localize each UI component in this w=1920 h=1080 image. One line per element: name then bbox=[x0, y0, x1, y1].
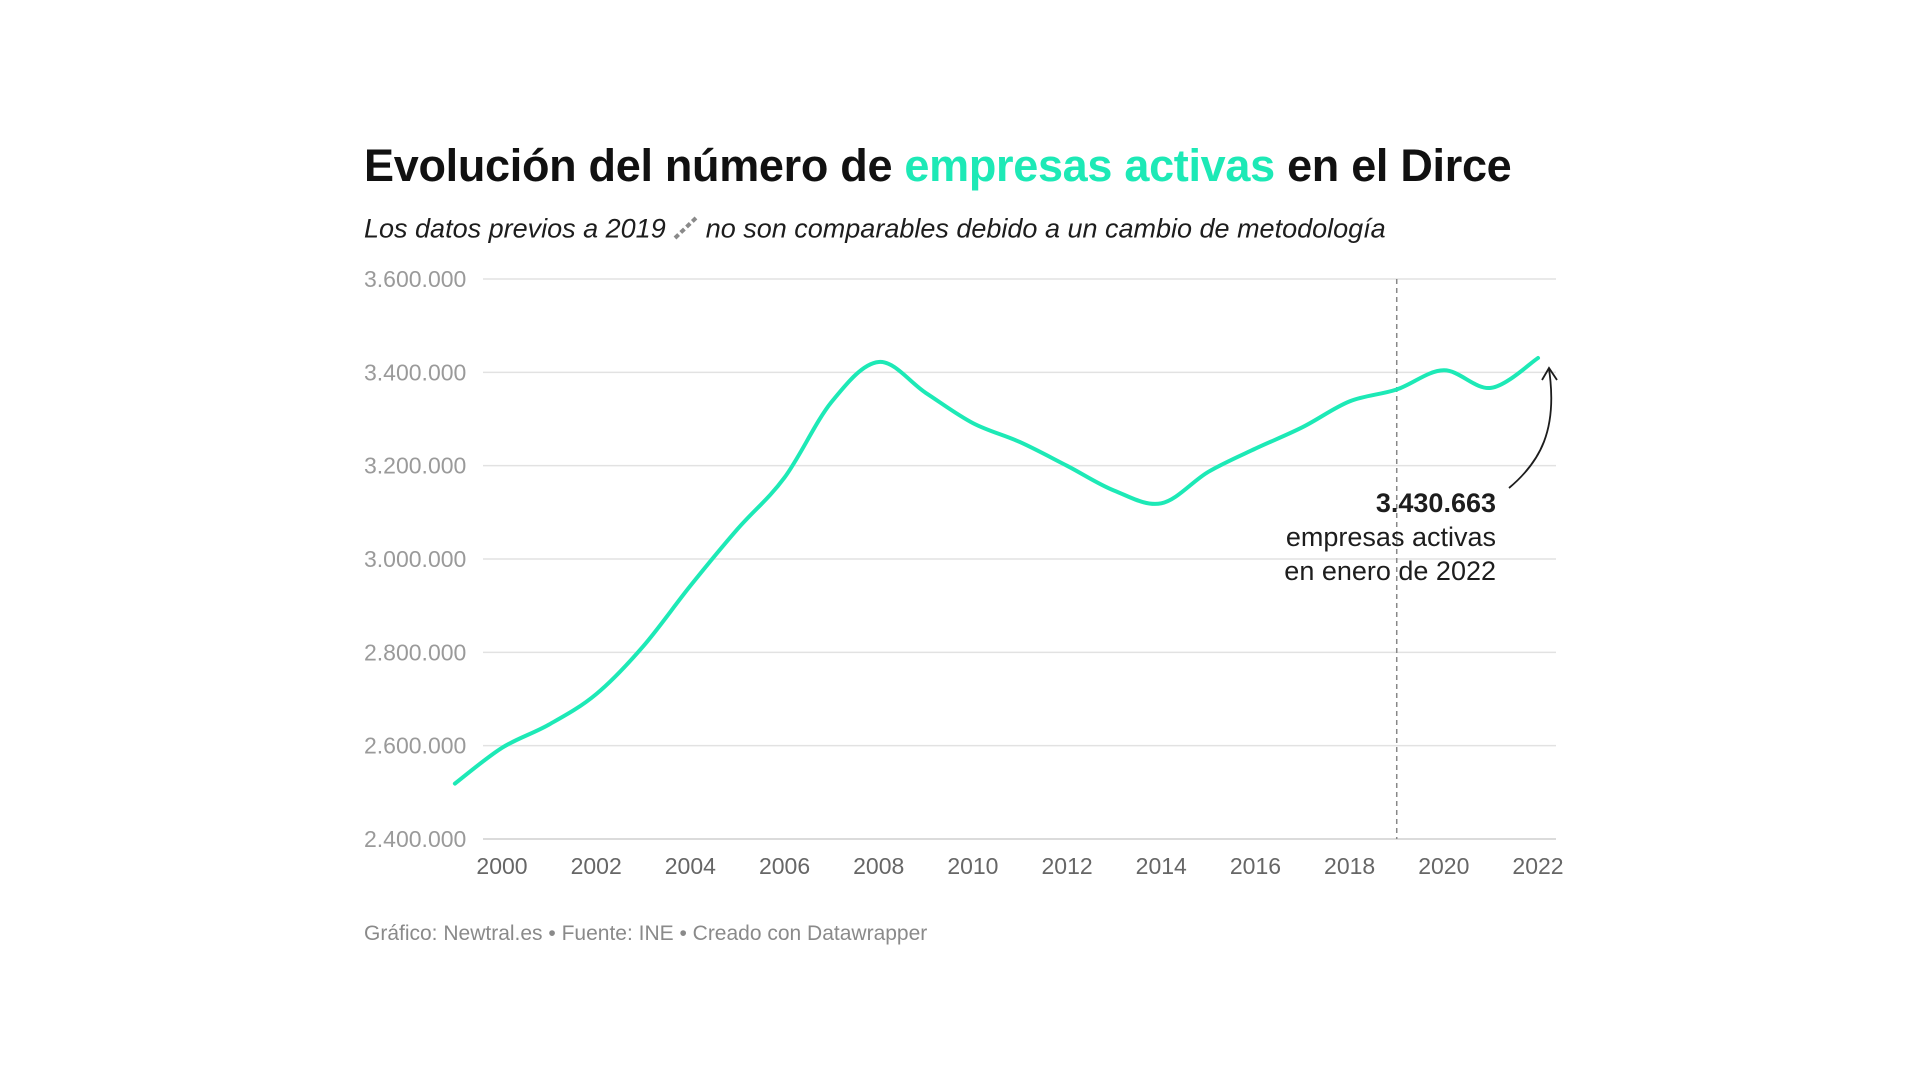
chart-footer: Gráfico: Newtral.es • Fuente: INE • Crea… bbox=[364, 922, 928, 945]
y-tick-label: 2.800.000 bbox=[364, 639, 466, 665]
title-highlight: empresas activas bbox=[904, 140, 1275, 191]
x-tick-label: 2020 bbox=[1418, 853, 1469, 879]
series-line-empresas-activas bbox=[452, 356, 1540, 786]
chart-title: Evolución del número de empresas activas… bbox=[364, 140, 1512, 192]
y-tick-label: 2.600.000 bbox=[364, 733, 466, 759]
annotation-value: 3.430.663 bbox=[1376, 488, 1496, 518]
annotation-line2: en enero de 2022 bbox=[1284, 556, 1496, 586]
grid-layer: 2.400.000 2.600.000 2.800.000 3.000.000 3.20… bbox=[364, 266, 1556, 852]
axis-layer: 2000 2002 2004 2006 2008 2010 2012 2014 2016 2018… bbox=[476, 853, 1563, 879]
y-tick-label: 3.200.000 bbox=[364, 453, 466, 479]
y-tick-label: 2.400.000 bbox=[364, 826, 466, 852]
x-tick-label: 2014 bbox=[1136, 853, 1187, 879]
subtitle-part2: no son comparables debido a un cambio de… bbox=[705, 213, 1386, 244]
title-part1: Evolución del número de bbox=[364, 140, 893, 191]
subtitle-part1: Los datos previos a 2019 bbox=[364, 213, 666, 244]
x-tick-label: 2010 bbox=[947, 853, 998, 879]
title-part2: en el Dirce bbox=[1287, 140, 1512, 191]
x-tick-label: 2006 bbox=[759, 853, 810, 879]
annotation-arrowhead bbox=[1541, 366, 1558, 381]
annotation-line1: empresas activas bbox=[1286, 522, 1496, 552]
series-layer bbox=[452, 356, 1540, 786]
x-tick-label: 2018 bbox=[1324, 853, 1375, 879]
dashed-line-legend-icon bbox=[672, 213, 700, 248]
x-tick-label: 2002 bbox=[571, 853, 622, 879]
annotation-arrow bbox=[1508, 368, 1553, 489]
x-tick-label: 2016 bbox=[1230, 853, 1281, 879]
x-tick-label: 2022 bbox=[1512, 853, 1563, 879]
y-tick-label: 3.000.000 bbox=[364, 546, 466, 572]
y-tick-label: 3.400.000 bbox=[364, 359, 466, 385]
x-tick-label: 2004 bbox=[665, 853, 716, 879]
chart-subtitle: Los datos previos a 2019 no son comparabl… bbox=[364, 213, 1386, 248]
x-tick-label: 2000 bbox=[476, 853, 527, 879]
annotation-layer: 3.430.663 empresas activas en enero de 2… bbox=[1284, 366, 1558, 586]
x-tick-label: 2008 bbox=[853, 853, 904, 879]
x-tick-label: 2012 bbox=[1042, 853, 1093, 879]
y-tick-label: 3.600.000 bbox=[364, 266, 466, 292]
